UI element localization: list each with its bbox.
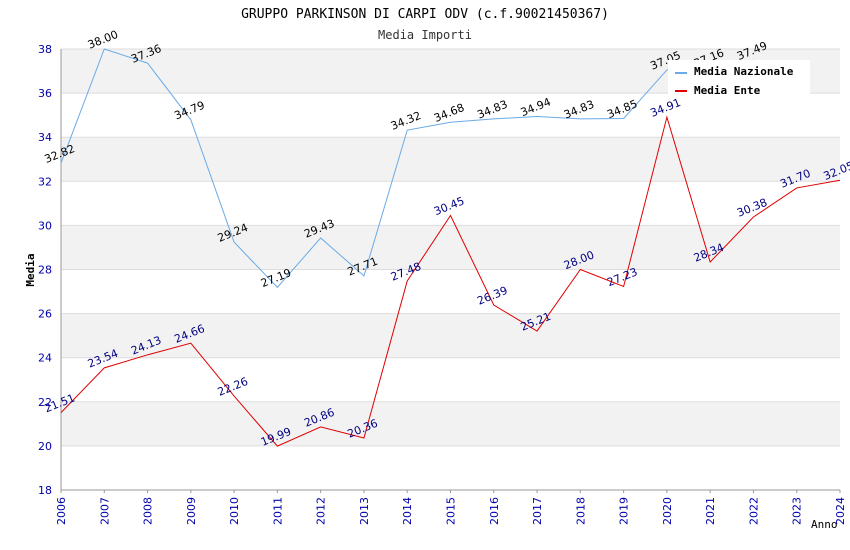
- data-label-media-ente: 34.91: [649, 96, 683, 120]
- x-tick-label: 2008: [142, 497, 155, 525]
- y-tick-labels: 18 20 22 24 26 28 30 32 34 36 38: [38, 43, 52, 497]
- legend-label-media-ente: Media Ente: [694, 84, 761, 97]
- data-label-media-nazionale: 38.00: [86, 28, 120, 52]
- data-label-media-nazionale: 34.83: [562, 98, 596, 122]
- y-tick-label: 28: [38, 264, 52, 277]
- band-24: [61, 313, 840, 358]
- x-tick-label: 2006: [55, 497, 68, 525]
- data-label-media-nazionale: 34.85: [605, 97, 639, 121]
- data-label-media-nazionale: 34.32: [389, 109, 423, 133]
- legend-box: [668, 60, 810, 96]
- y-tick-label: 26: [38, 308, 52, 321]
- x-tick-label: 2016: [488, 497, 501, 525]
- y-tick-label: 34: [38, 131, 52, 144]
- x-tick-label: 2014: [401, 497, 414, 525]
- data-label-media-nazionale: 34.94: [519, 95, 553, 119]
- x-tick-label: 2024: [834, 497, 847, 525]
- y-tick-label: 32: [38, 175, 52, 188]
- x-tick-label: 2010: [228, 497, 241, 525]
- y-tick-label: 20: [38, 440, 52, 453]
- x-tick-label: 2018: [574, 497, 587, 525]
- background-bands: [61, 49, 840, 446]
- x-axis-label: Anno: [811, 518, 838, 531]
- x-tick-label: 2011: [271, 497, 284, 525]
- band-20: [61, 401, 840, 446]
- x-tick-labels: 2006 2007 2008 2009 2010 2011 2012 2013 2014 2015…: [55, 497, 847, 525]
- x-tick-label: 2007: [98, 497, 111, 525]
- x-tick-label: 2019: [618, 497, 631, 525]
- x-tick-label: 2023: [791, 497, 804, 525]
- y-tick-label: 18: [38, 484, 52, 497]
- y-tick-label: 24: [38, 352, 52, 365]
- grid-lines: [61, 48, 840, 491]
- x-tick-label: 2022: [747, 497, 760, 525]
- x-tick-label: 2021: [704, 497, 717, 525]
- data-label-media-ente: 30.45: [432, 194, 466, 218]
- x-tick-label: 2013: [358, 497, 371, 525]
- y-tick-label: 22: [38, 396, 52, 409]
- legend-label-media-nazionale: Media Nazionale: [694, 65, 794, 78]
- y-tick-label: 36: [38, 87, 52, 100]
- data-label-media-ente: 30.38: [735, 196, 769, 220]
- chart-subtitle: Media Importi: [378, 28, 472, 42]
- x-tick-label: 2009: [185, 497, 198, 525]
- data-label-media-ente: 26.39: [475, 284, 509, 308]
- x-tick-label: 2015: [445, 497, 458, 525]
- y-tick-label: 30: [38, 219, 52, 232]
- series-lines: [60, 48, 841, 447]
- x-tick-label: 2017: [531, 497, 544, 525]
- chart-title: GRUPPO PARKINSON DI CARPI ODV (c.f.90021…: [241, 7, 609, 22]
- legend: Media Nazionale Media Ente: [668, 60, 810, 97]
- x-tick-label: 2020: [661, 497, 674, 525]
- x-tick-label: 2012: [315, 497, 328, 525]
- y-axis-label: Media: [24, 253, 37, 286]
- y-tick-label: 38: [38, 43, 52, 56]
- axes: [60, 49, 841, 493]
- band-32: [61, 137, 840, 182]
